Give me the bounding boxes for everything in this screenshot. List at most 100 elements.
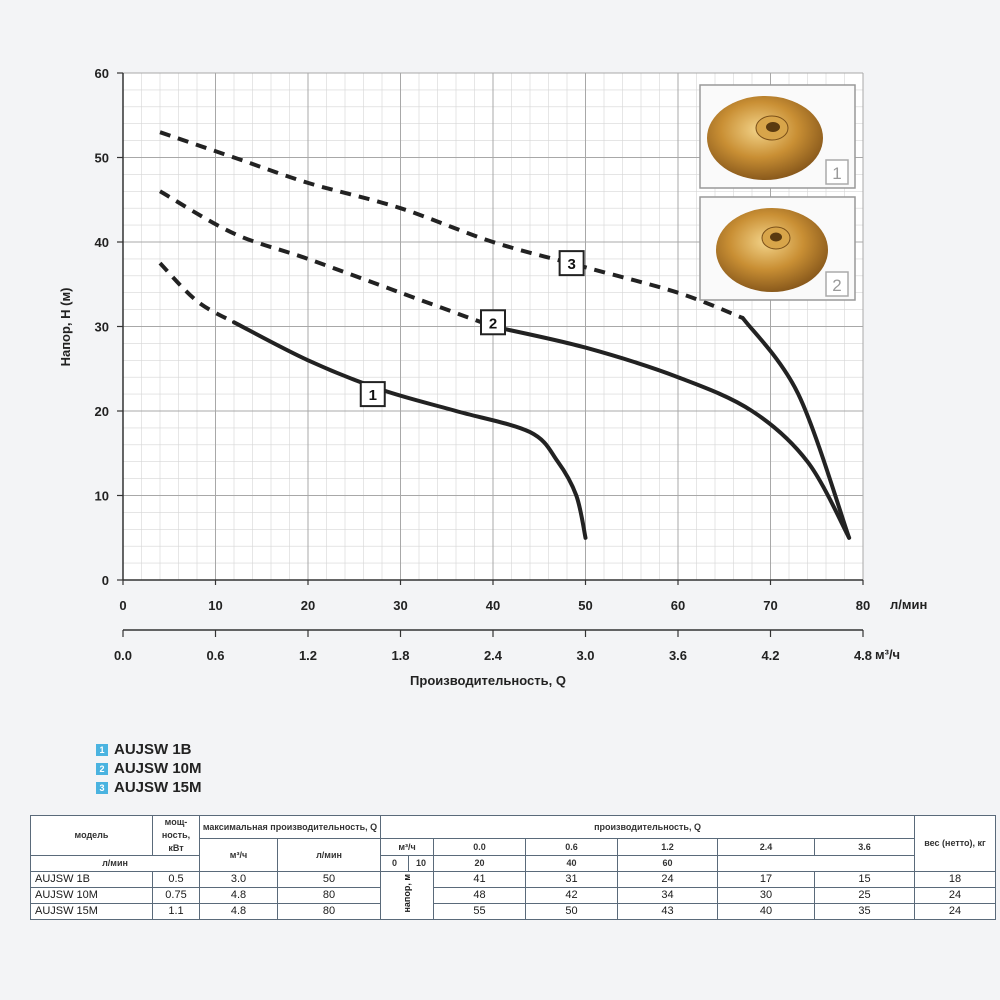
flow-m3h-header: 1.2 (617, 838, 719, 856)
cell-power: 0.5 (152, 871, 200, 888)
x-tick-label-m3h: 3.6 (669, 648, 687, 663)
x-tick-label-m3h: 2.4 (484, 648, 503, 663)
x-tick-label-lmin: 80 (856, 598, 870, 613)
cell-head-value: 43 (617, 903, 719, 920)
y-tick-label: 50 (95, 151, 109, 166)
unit-lmin-max: л/мин (276, 838, 382, 872)
cell-model: AUJSW 10M (30, 887, 153, 904)
legend: 1 AUJSW 1B 2 AUJSW 10M 3 AUJSW 15M (96, 740, 202, 797)
cell-head-value: 35 (814, 903, 916, 920)
x-tick-label-lmin: 70 (763, 598, 777, 613)
col-model: модель (30, 815, 153, 856)
legend-item: 2 AUJSW 10M (96, 759, 202, 778)
cell-max-lmin: 80 (276, 903, 382, 920)
col-weight: вес (нетто), кг (914, 815, 997, 872)
cell-head-value: 30 (717, 887, 816, 904)
cell-weight: 24 (914, 887, 997, 904)
series-label-box-1 (359, 381, 386, 408)
legend-swatch: 3 (96, 781, 108, 794)
series-label-2: 2 (489, 315, 497, 332)
series-3-dashed (159, 130, 744, 320)
series-2-solid (491, 324, 852, 540)
x-tick-label-lmin: 40 (486, 598, 500, 613)
legend-swatch: 2 (96, 762, 108, 775)
impeller-photo-2: 2 (699, 196, 856, 301)
flow-m3h-header: 2.4 (717, 838, 816, 856)
y-axis-title: Напор, Н (м) (58, 288, 73, 367)
y-tick-label: 60 (95, 66, 109, 81)
flow-lmin-header: 60 (617, 855, 719, 872)
cell-head-value: 55 (433, 903, 527, 920)
cell-head-value: 41 (433, 871, 527, 888)
cell-max-lmin: 80 (276, 887, 382, 904)
series-labels: 1 2 3 (359, 250, 585, 408)
x-tick-label-lmin: 50 (578, 598, 592, 613)
impeller-photo-1: 1 (699, 84, 856, 189)
series-label-3: 3 (567, 256, 575, 273)
cell-head-value: 48 (433, 887, 527, 904)
x-tick-labels-m3h: 0.0 0.6 1.2 1.8 2.4 3.0 3.6 4.2 4.8 (114, 630, 872, 663)
cell-head-value: 42 (525, 887, 619, 904)
cell-model: AUJSW 1B (30, 871, 153, 888)
cell-head-value: 17 (717, 871, 816, 888)
x-tick-label-lmin: 60 (671, 598, 685, 613)
legend-label: AUJSW 10M (114, 760, 202, 777)
y-tick-label: 30 (95, 320, 109, 335)
cell-model: AUJSW 15M (30, 903, 153, 920)
photo-label-2: 2 (832, 276, 841, 295)
y-tick-label: 40 (95, 235, 109, 250)
x-unit-lmin: л/мин (890, 597, 927, 612)
cell-head-value: 31 (525, 871, 619, 888)
cell-power: 1.1 (152, 903, 200, 920)
pump-curve-chart: 0 10 20 30 40 50 60 0 10 20 30 40 50 60 70 80 0.0 0.6 1.… (58, 66, 927, 688)
x-tick-label-lmin: 20 (301, 598, 315, 613)
series-1-solid (232, 320, 588, 540)
series-1-dashed (158, 261, 235, 325)
y-tick-label: 0 (102, 573, 109, 588)
col-maxflow: максимальная производительность, Q (198, 815, 382, 839)
cell-head-value: 25 (814, 887, 916, 904)
x-axis-title: Производительность, Q (410, 673, 566, 688)
x-tick-label-m3h: 4.8 (854, 648, 872, 663)
cell-head-value: 24 (617, 871, 719, 888)
x-unit-m3h: м³/ч (875, 647, 900, 662)
x-tick-label-m3h: 1.8 (391, 648, 409, 663)
cell-head-value: 34 (617, 887, 719, 904)
x-tick-label-m3h: 3.0 (576, 648, 594, 663)
legend-label: AUJSW 15M (114, 779, 202, 796)
y-tick-label: 10 (95, 489, 109, 504)
table-row: AUJSW 15M 1.1 4.8 80 55 50 43 40 35 24 (30, 903, 997, 920)
table-row: AUJSW 10M 0.75 4.8 80 48 42 34 30 25 24 (30, 887, 997, 904)
unit-m3h-max: м³/ч (199, 838, 278, 872)
col-flow: производительность, Q (380, 815, 916, 839)
unit-lmin: л/мин (30, 855, 200, 872)
photo-label-1: 1 (832, 164, 841, 183)
x-tick-label-m3h: 0.6 (206, 648, 224, 663)
flow-lmin-header: 10 (408, 855, 435, 872)
series-label-box-2 (480, 309, 506, 336)
spec-table: модель мощ-ность, кВт максимальная произ… (30, 815, 997, 920)
flow-m3h-header: 0.0 (433, 838, 527, 856)
col-power: мощ-ность, кВт (152, 815, 200, 856)
cell-head-value: 40 (717, 903, 816, 920)
flow-m3h-header: 0.6 (525, 838, 619, 856)
cell-head-value: 50 (525, 903, 619, 920)
legend-swatch: 1 (96, 743, 108, 756)
cell-max-m3h: 4.8 (199, 903, 278, 920)
cell-weight: 18 (914, 871, 997, 888)
x-tick-label-lmin: 30 (393, 598, 407, 613)
series-label-box-3 (558, 250, 585, 277)
series-curves (158, 130, 852, 540)
legend-label: AUJSW 1B (114, 741, 192, 758)
cell-power: 0.75 (152, 887, 200, 904)
cell-head-label: напор, м (380, 871, 435, 920)
legend-item: 1 AUJSW 1B (96, 740, 202, 759)
flow-m3h-header: 3.6 (814, 838, 916, 856)
cell-max-lmin: 50 (276, 871, 382, 888)
x-tick-label-m3h: 1.2 (299, 648, 317, 663)
cell-max-m3h: 3.0 (199, 871, 278, 888)
table-row: AUJSW 1B 0.5 3.0 50 напор, м 41 31 24 17 15 18 (30, 871, 997, 920)
series-label-1: 1 (369, 387, 377, 404)
y-tick-labels: 0 10 20 30 40 50 60 (95, 66, 123, 588)
cell-head-value: 15 (814, 871, 916, 888)
